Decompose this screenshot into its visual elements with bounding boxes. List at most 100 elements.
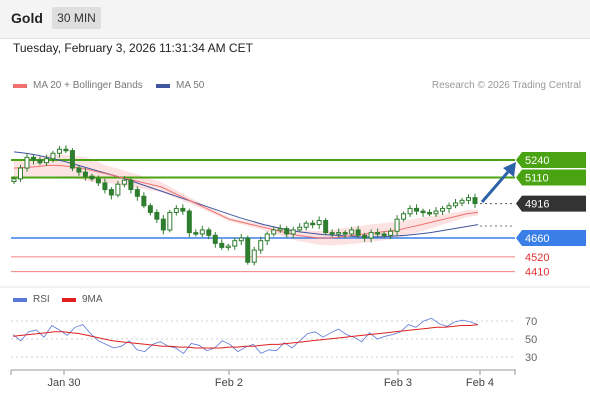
ma50-legend: MA 50: [156, 80, 204, 91]
research-credit: Research © 2026 Trading Central: [431, 80, 581, 91]
candle-body: [310, 222, 316, 226]
rsi-ma-legend: 9MA: [62, 294, 103, 305]
candle-body: [427, 211, 433, 215]
candle-body: [407, 207, 413, 215]
candle-body: [160, 218, 166, 231]
candle-body: [37, 159, 43, 164]
candle-body: [115, 183, 121, 196]
candle-body: [277, 228, 283, 231]
rsi-ma-legend-label: 9MA: [82, 294, 103, 305]
candle-body: [368, 232, 374, 239]
candle-body: [219, 242, 225, 248]
ma50-legend-label: MA 50: [176, 80, 205, 91]
candle-body: [342, 232, 348, 235]
candle-body: [251, 249, 257, 263]
price-tag-label: 4520: [525, 252, 549, 264]
candle-body: [446, 205, 452, 209]
candle-body: [95, 178, 101, 184]
candle-body: [284, 228, 290, 235]
candle-body: [355, 229, 361, 236]
price-tag-label: 5110: [525, 172, 549, 184]
candle-body: [173, 207, 179, 213]
candle-body: [128, 179, 134, 191]
instrument-symbol: Gold: [11, 10, 43, 26]
candle-body: [472, 197, 478, 205]
candle-body: [154, 211, 160, 220]
candle-body: [121, 179, 127, 185]
candle-body: [349, 229, 355, 235]
time-tick-label: Feb 2: [215, 377, 243, 389]
rsi-swatch: [13, 297, 27, 302]
candle-body: [375, 232, 381, 235]
price-tag-label: 4410: [525, 267, 549, 279]
price-tag-4410: 4410: [525, 267, 549, 279]
candle-body: [232, 240, 238, 247]
price-tag-bg: [516, 230, 586, 246]
ma50-line: [13, 151, 479, 238]
candle-body: [76, 167, 82, 173]
candle-body: [199, 229, 205, 235]
rsi-tick-label: 30: [525, 352, 537, 364]
candle-body: [245, 237, 251, 263]
price-tag-label: 4916: [525, 199, 549, 211]
candle-body: [440, 207, 446, 212]
ma20-legend: MA 20 + Bollinger Bands: [13, 80, 143, 91]
candle-body: [297, 226, 303, 231]
candle-body: [141, 195, 147, 207]
candle-body: [453, 202, 459, 207]
price-tag-bg: [516, 152, 586, 168]
candle-body: [206, 229, 212, 236]
timeframe-badge[interactable]: 30 MIN: [52, 7, 101, 29]
candle-body: [212, 234, 218, 244]
forecast-arrow-head: [503, 162, 516, 177]
rsi-line: [12, 317, 479, 354]
candle-body: [43, 158, 49, 164]
price-tag-4520: 4520: [525, 252, 549, 264]
candle-body: [11, 178, 17, 183]
candle-body: [82, 171, 88, 177]
candle-body: [420, 210, 426, 214]
time-tick-label: Feb 3: [384, 377, 412, 389]
top-bar: Gold 30 MIN: [0, 0, 590, 39]
price-tag-4660: 4660: [516, 230, 586, 246]
price-tag-5110: 5110: [516, 169, 586, 186]
ma50-swatch: [156, 83, 170, 88]
candle-body: [186, 210, 192, 234]
rsi-legend: RSI: [13, 294, 50, 305]
candle-body: [316, 220, 322, 226]
price-tag-bg: [516, 195, 586, 212]
candle-body: [167, 211, 173, 231]
candle-body: [24, 156, 30, 169]
candle-body: [388, 230, 394, 236]
rsi-ma-line: [12, 324, 479, 349]
candle-body: [336, 232, 342, 235]
candle-body: [56, 148, 62, 154]
candle-body: [459, 199, 465, 204]
ma20-swatch: [13, 83, 27, 88]
candle-body: [394, 218, 400, 232]
candle-body: [290, 229, 296, 235]
ma20-legend-label: MA 20 + Bollinger Bands: [33, 80, 143, 91]
candle-body: [466, 197, 472, 201]
candle-body: [30, 156, 36, 161]
price-tag-bg: [516, 169, 586, 186]
candle-body: [362, 234, 368, 239]
candle-body: [329, 232, 335, 235]
time-tick-label: Jan 30: [47, 377, 80, 389]
candle-body: [147, 205, 153, 213]
candle-body: [323, 220, 329, 234]
candle-body: [63, 148, 69, 152]
candle-body: [433, 210, 439, 215]
candle-body: [193, 232, 199, 235]
time-tick-label: Feb 4: [466, 377, 494, 389]
candle-body: [89, 175, 95, 180]
candle-body: [401, 213, 407, 220]
candle-body: [303, 222, 309, 228]
ma20-line: [13, 164, 479, 239]
candle-body: [414, 207, 420, 212]
price-tag-label: 5240: [525, 155, 549, 167]
candles: [11, 145, 478, 266]
candle-body: [108, 189, 114, 196]
candle-body: [69, 150, 75, 169]
